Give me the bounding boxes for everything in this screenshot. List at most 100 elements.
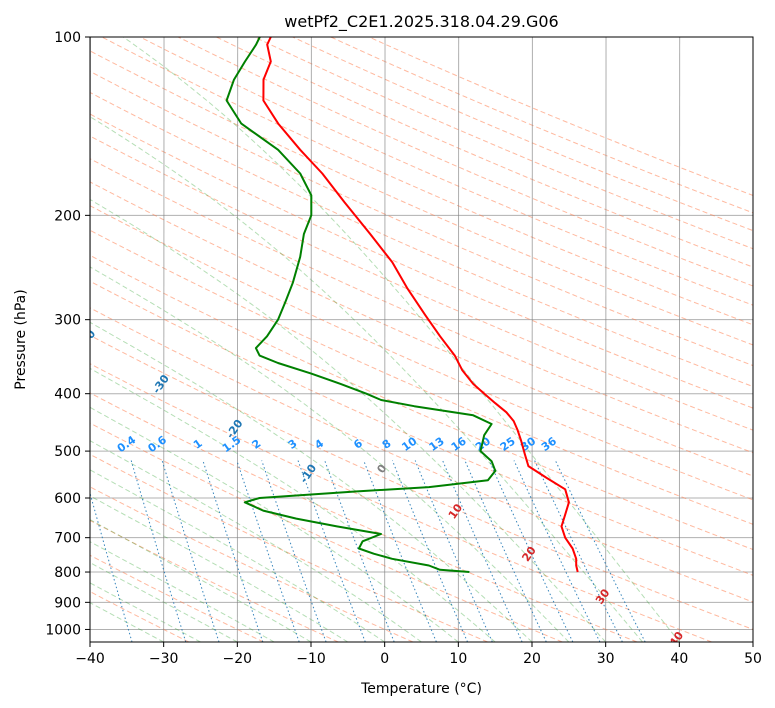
dry-adiabat-line — [216, 37, 753, 268]
isotherm-label: 0 — [374, 462, 389, 476]
y-tick-label: 300 — [54, 313, 81, 329]
mixing-ratio-line — [363, 460, 437, 642]
x-axis-label: Temperature (°C) — [360, 681, 482, 697]
mixing-ratio-label: 1 — [191, 437, 205, 452]
moist-adiabat-line — [90, 367, 496, 642]
dry-adiabat-line — [90, 422, 563, 642]
mixing-ratio-line — [554, 460, 646, 642]
y-axis: 100 200 300 400 500 600 700 800 900 1000 — [45, 30, 90, 638]
dry-adiabat-line — [90, 392, 638, 642]
mixing-ratio-line — [464, 460, 547, 642]
dry-adiabat-line — [90, 363, 712, 642]
x-tick-label: 0 — [380, 651, 389, 667]
moist-adiabat-line — [90, 198, 607, 642]
y-tick-label: 200 — [54, 208, 81, 224]
y-tick-label: 1000 — [45, 622, 81, 638]
sounding-traces — [225, 37, 579, 573]
x-tick-label: −30 — [149, 651, 179, 667]
dry-adiabat-line — [90, 158, 753, 454]
dewpoint-trace — [225, 37, 497, 573]
y-tick-label: 500 — [54, 444, 81, 460]
mixing-ratio-label: 0.4 — [115, 433, 139, 455]
x-tick-label: −40 — [75, 651, 105, 667]
isotherm-label: 40 — [667, 629, 687, 649]
mixing-ratio-line — [534, 460, 623, 642]
moist-adiabat-line — [90, 541, 275, 642]
moist-adiabat-line — [90, 406, 459, 642]
mixing-ratio-line — [90, 491, 133, 642]
isotherm-label: 20 — [519, 544, 539, 564]
dry-adiabat-line — [90, 280, 753, 576]
mixing-ratio-label: 0.6 — [146, 433, 170, 455]
isotherm-label: 10 — [446, 501, 466, 521]
plot-frame — [89, 36, 754, 643]
dry-adiabat-line — [90, 254, 753, 551]
mixing-ratio-line — [297, 460, 366, 642]
isotherm-label: -40 — [76, 327, 98, 351]
dry-adiabat-line — [139, 37, 753, 306]
dry-adiabat-line — [101, 37, 753, 326]
dry-adiabat-line — [292, 37, 753, 232]
x-tick-label: 40 — [670, 651, 688, 667]
mixing-ratio-line — [130, 460, 187, 642]
x-axis: −40 −30 −20 −10 0 10 20 30 40 50 — [75, 642, 762, 667]
line-labels: 0.10.20.40.611.52346810131620253036-100-… — [18, 327, 687, 649]
mixing-ratio-line — [202, 460, 264, 642]
x-tick-label: 20 — [523, 651, 541, 667]
dry-adiabat-line — [90, 486, 414, 642]
x-tick-label: −10 — [296, 651, 326, 667]
x-tick-label: 50 — [744, 651, 762, 667]
x-tick-label: 30 — [597, 651, 615, 667]
mixing-ratio-label: 3 — [286, 437, 300, 452]
mixing-ratio-line — [324, 460, 395, 642]
dry-adiabat-line — [90, 554, 264, 642]
dry-adiabat-line — [254, 37, 753, 250]
moist-adiabat-line — [90, 495, 349, 642]
dry-adiabat-line — [90, 50, 753, 346]
mixing-ratio-line — [488, 460, 574, 642]
x-tick-label: 10 — [449, 651, 467, 667]
y-tick-label: 900 — [54, 595, 81, 611]
dry-adiabat-line — [90, 519, 339, 642]
dry-adiabat-line — [90, 205, 753, 501]
mixing-ratio-label: 0.1 — [18, 433, 41, 455]
mixing-ratio-line — [261, 460, 327, 642]
y-tick-label: 400 — [54, 387, 81, 403]
dry-adiabat-line — [90, 307, 753, 603]
dry-adiabat-line — [90, 229, 753, 525]
temperature-trace — [262, 37, 579, 573]
moist-adiabat-line — [90, 582, 201, 642]
background-lines — [34, 37, 753, 643]
mixing-ratio-line — [34, 461, 82, 643]
mixing-ratio-line — [236, 460, 300, 642]
y-tick-label: 600 — [54, 491, 81, 507]
dry-adiabat-line — [330, 37, 753, 214]
dry-adiabat-line — [90, 70, 753, 367]
y-tick-label: 100 — [54, 30, 81, 46]
moist-adiabat-line — [90, 440, 422, 642]
mixing-ratio-label: 4 — [312, 437, 326, 452]
isotherm-label: -20 — [224, 417, 246, 441]
moist-adiabat-line — [90, 469, 385, 642]
dry-adiabat-line — [90, 334, 753, 630]
mixing-ratio-line — [513, 460, 601, 642]
chart-title: wetPf2_C2E1.2025.318.04.29.G06 — [284, 12, 558, 32]
mixing-ratio-line — [161, 460, 220, 642]
isotherm-label: -10 — [297, 462, 319, 486]
dry-adiabat-line — [90, 113, 753, 409]
dry-adiabat-line — [90, 181, 753, 477]
moist-adiabat-line — [122, 37, 680, 642]
y-tick-label: 700 — [54, 531, 81, 547]
y-tick-label: 800 — [54, 565, 81, 581]
dry-adiabat-line — [368, 37, 753, 196]
moist-adiabat-line — [90, 116, 643, 642]
mixing-ratio-line — [442, 460, 523, 642]
mixing-ratio-line — [391, 460, 468, 642]
mixing-ratio-line — [414, 460, 493, 642]
x-tick-label: −20 — [223, 651, 253, 667]
dry-adiabat-line — [90, 91, 753, 388]
moist-adiabat-line — [90, 321, 533, 642]
dry-adiabat-line — [90, 135, 753, 431]
y-axis-label: Pressure (hPa) — [13, 289, 29, 389]
